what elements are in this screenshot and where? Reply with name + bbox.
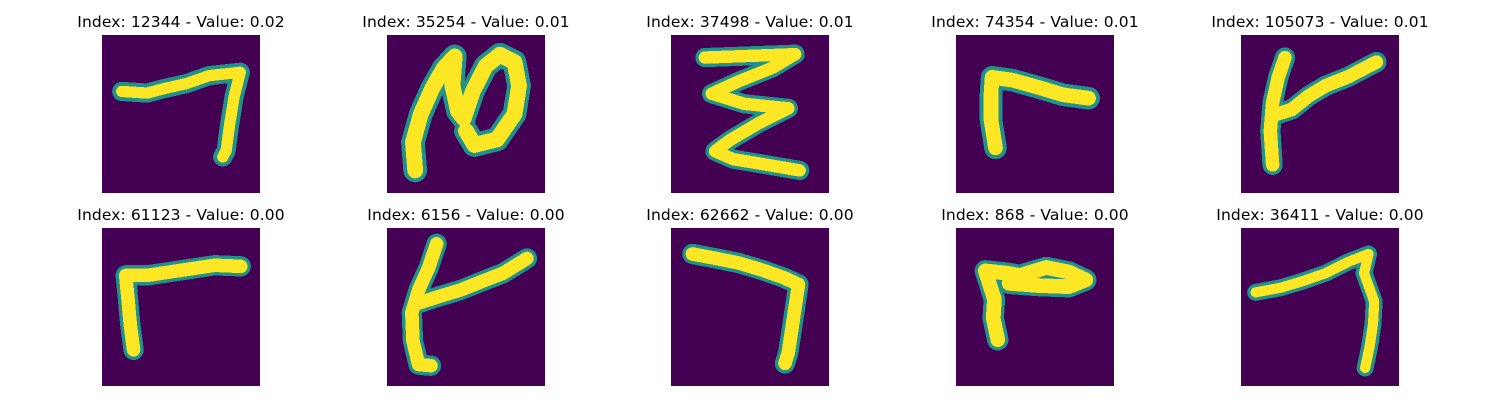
panel-title: Index: 36411 - Value: 0.00 (1216, 206, 1424, 224)
panel-title: Index: 37498 - Value: 0.01 (646, 13, 854, 31)
image-panel-2: Index: 35254 - Value: 0.01 (362, 13, 570, 193)
image-panel-8: Index: 62662 - Value: 0.00 (646, 206, 854, 386)
panel-title: Index: 105073 - Value: 0.01 (1211, 13, 1429, 31)
panel-title: Index: 62662 - Value: 0.00 (646, 206, 854, 224)
panel-title: Index: 35254 - Value: 0.01 (362, 13, 570, 31)
image-panel-9: Index: 868 - Value: 0.00 (941, 206, 1129, 386)
image-panel-1: Index: 12344 - Value: 0.02 (77, 13, 285, 193)
digit-image (956, 228, 1114, 386)
panel-title: Index: 868 - Value: 0.00 (941, 206, 1129, 224)
panel-title: Index: 12344 - Value: 0.02 (77, 13, 285, 31)
image-panel-6: Index: 61123 - Value: 0.00 (77, 206, 285, 386)
digit-image (102, 228, 260, 386)
image-panel-7: Index: 6156 - Value: 0.00 (367, 206, 565, 386)
panel-title: Index: 74354 - Value: 0.01 (931, 13, 1139, 31)
digit-image (387, 228, 545, 386)
digit-image (671, 228, 829, 386)
image-panel-10: Index: 36411 - Value: 0.00 (1216, 206, 1424, 386)
panel-title: Index: 61123 - Value: 0.00 (77, 206, 285, 224)
digit-image (1241, 228, 1399, 386)
digit-image (671, 35, 829, 193)
panel-title: Index: 6156 - Value: 0.00 (367, 206, 565, 224)
digit-image (1241, 35, 1399, 193)
digit-image (956, 35, 1114, 193)
digit-image (387, 35, 545, 193)
image-panel-4: Index: 74354 - Value: 0.01 (931, 13, 1139, 193)
image-panel-3: Index: 37498 - Value: 0.01 (646, 13, 854, 193)
image-panel-5: Index: 105073 - Value: 0.01 (1211, 13, 1429, 193)
digit-image (102, 35, 260, 193)
